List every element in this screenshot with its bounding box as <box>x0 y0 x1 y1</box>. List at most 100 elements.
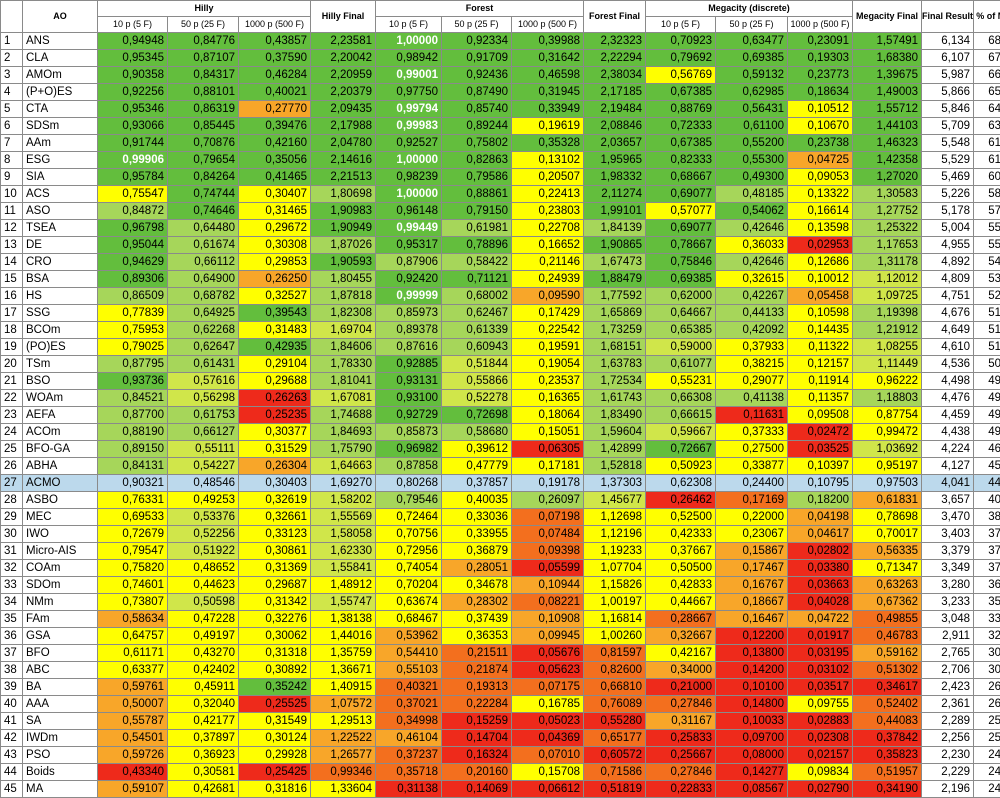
cell-forest-final: 1,84139 <box>584 220 646 237</box>
row-index: 16 <box>1 288 23 305</box>
cell-forest-1000p: 0,26097 <box>512 492 584 509</box>
cell-hilly-50p: 0,64925 <box>168 305 239 322</box>
cell-megacity-50p: 0,42092 <box>716 322 788 339</box>
algorithm-name: ESG <box>23 152 98 169</box>
cell-hilly-1000p: 0,30062 <box>239 628 311 645</box>
cell-megacity-10p: 0,68667 <box>646 169 716 186</box>
cell-final-result: 2,361 <box>922 696 974 713</box>
cell-megacity-1000p: 0,11322 <box>788 339 853 356</box>
row-index: 33 <box>1 577 23 594</box>
cell-forest-50p: 0,52278 <box>442 390 512 407</box>
cell-megacity-final: 0,56335 <box>853 543 922 560</box>
cell-forest-50p: 0,28302 <box>442 594 512 611</box>
cell-hilly-10p: 0,95346 <box>98 101 168 118</box>
cell-forest-10p: 0,85873 <box>376 424 442 441</box>
cell-hilly-50p: 0,42177 <box>168 713 239 730</box>
row-index: 20 <box>1 356 23 373</box>
cell-forest-1000p: 0,23803 <box>512 203 584 220</box>
cell-final-result: 3,280 <box>922 577 974 594</box>
cell-hilly-50p: 0,36923 <box>168 747 239 764</box>
cell-megacity-10p: 0,22833 <box>646 781 716 798</box>
cell-hilly-1000p: 0,30861 <box>239 543 311 560</box>
header-hilly-50p: 50 p (25 F) <box>168 17 239 33</box>
cell-pct-max: 67,86 <box>974 50 1000 67</box>
cell-hilly-10p: 0,75953 <box>98 322 168 339</box>
cell-megacity-10p: 0,55231 <box>646 373 716 390</box>
cell-megacity-50p: 0,10033 <box>716 713 788 730</box>
cell-final-result: 4,676 <box>922 305 974 322</box>
row-index: 35 <box>1 611 23 628</box>
cell-final-result: 2,911 <box>922 628 974 645</box>
row-index: 42 <box>1 730 23 747</box>
row-index: 43 <box>1 747 23 764</box>
row-index: 2 <box>1 50 23 67</box>
cell-pct-max: 58,06 <box>974 186 1000 203</box>
cell-megacity-10p: 0,25833 <box>646 730 716 747</box>
cell-megacity-final: 0,78698 <box>853 509 922 526</box>
cell-hilly-final: 2,20959 <box>311 67 376 84</box>
cell-hilly-final: 1,38138 <box>311 611 376 628</box>
cell-megacity-1000p: 0,03663 <box>788 577 853 594</box>
cell-pct-max: 44,90 <box>974 475 1000 492</box>
algorithm-name: BFO-GA <box>23 441 98 458</box>
cell-megacity-1000p: 0,16614 <box>788 203 853 220</box>
cell-hilly-50p: 0,79654 <box>168 152 239 169</box>
row-index: 34 <box>1 594 23 611</box>
cell-forest-50p: 0,14704 <box>442 730 512 747</box>
cell-final-result: 2,765 <box>922 645 974 662</box>
cell-megacity-50p: 0,42646 <box>716 220 788 237</box>
cell-forest-1000p: 0,46598 <box>512 67 584 84</box>
header-megacity: Megacity (discrete) <box>646 1 853 17</box>
cell-forest-1000p: 0,10944 <box>512 577 584 594</box>
cell-megacity-10p: 0,34000 <box>646 662 716 679</box>
cell-hilly-final: 1,87818 <box>311 288 376 305</box>
cell-hilly-50p: 0,43270 <box>168 645 239 662</box>
cell-megacity-1000p: 0,14435 <box>788 322 853 339</box>
